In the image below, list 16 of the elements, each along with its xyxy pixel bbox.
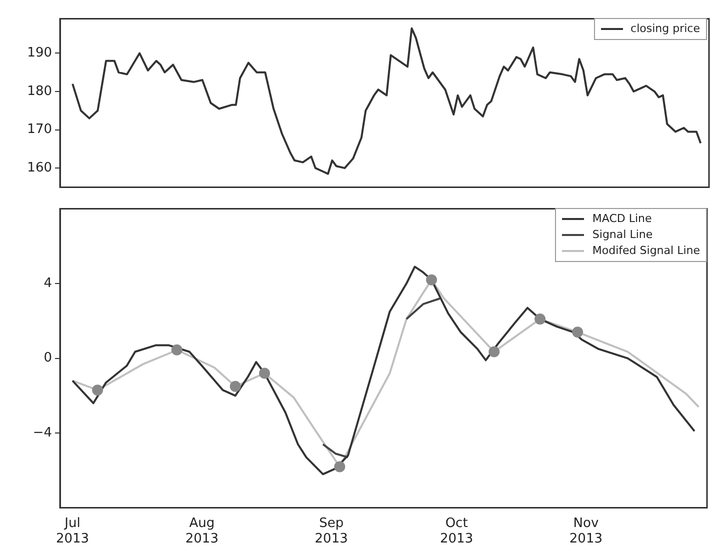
x-tick-label: Aug 2013 (185, 516, 218, 547)
y-tick-label: 0 (44, 350, 52, 366)
y-tick-label: −4 (32, 425, 52, 440)
y-tick-label: 190 (27, 46, 52, 61)
x-tick-label: Jul 2013 (56, 516, 90, 547)
y-tick-label: 180 (27, 84, 52, 99)
x-tick-label: Sep 2013 (314, 516, 348, 547)
legend-label: MACD Line (592, 211, 652, 227)
x-tick-label: Oct 2013 (440, 516, 474, 547)
y-tick-label: 170 (27, 122, 52, 138)
legend-label: closing price (630, 21, 700, 37)
legend-label: Modifed Signal Line (592, 243, 700, 259)
y-tick-label: 4 (44, 276, 52, 291)
legend-label: Signal Line (592, 227, 653, 243)
y-tick-label: 160 (27, 160, 52, 176)
x-tick-label: Nov 2013 (569, 516, 602, 547)
